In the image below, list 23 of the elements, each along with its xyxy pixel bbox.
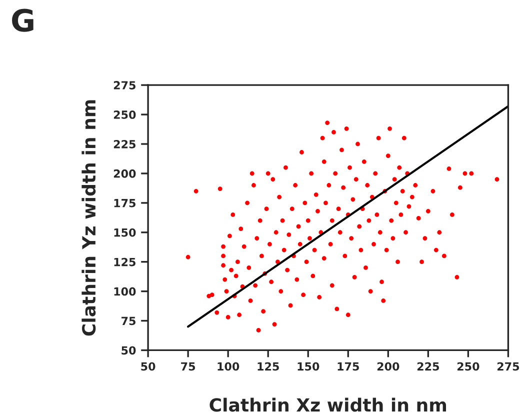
y-tick-label: 250 (114, 110, 136, 119)
y-tick-label: 175 (114, 199, 136, 208)
x-tick-label: 200 (377, 362, 400, 371)
x-tick-label: 250 (457, 362, 480, 371)
y-tick-label: 200 (114, 169, 136, 178)
y-axis-title: Clathrin Yz width in nm (82, 100, 96, 336)
y-tick-label: 150 (114, 228, 136, 237)
y-tick-label: 50 (122, 346, 136, 355)
x-tick-label: 225 (417, 362, 439, 371)
x-axis-title: Clathrin Xz width in nm (210, 398, 446, 412)
x-tick-label: 50 (141, 362, 156, 371)
text: G (12, 8, 34, 32)
x-tick-label: 150 (298, 362, 320, 371)
y-tick-label: 75 (122, 316, 136, 326)
y-tick-label: 100 (114, 287, 136, 296)
x-tick-label: 275 (497, 362, 520, 371)
x-tick-label: 100 (218, 362, 240, 371)
y-tick-label: 225 (114, 140, 136, 148)
x-tick-label: 175 (338, 362, 359, 371)
y-tick-label: 125 (114, 258, 136, 266)
x-tick-label: 125 (258, 362, 279, 371)
x-tick-label: 75 (181, 362, 196, 371)
y-tick-label: 275 (114, 81, 136, 90)
